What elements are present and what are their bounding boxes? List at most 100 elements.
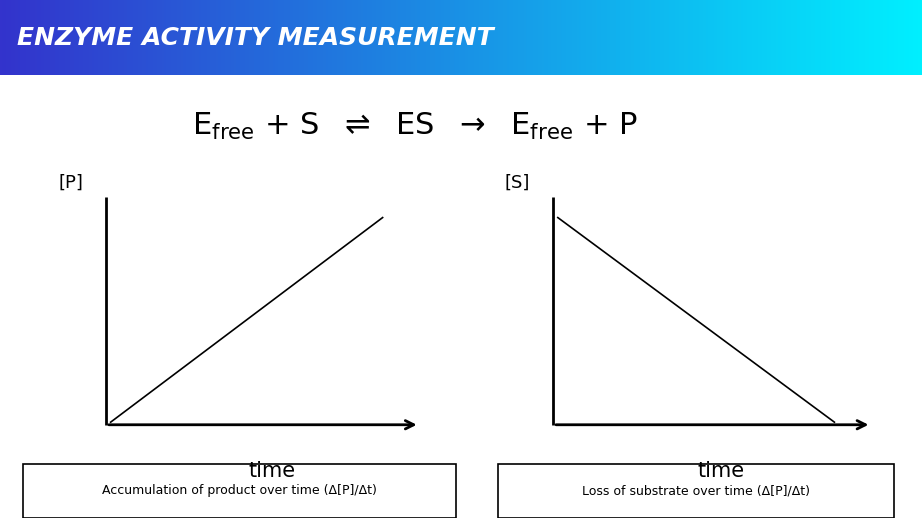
Bar [741, 0, 743, 75]
Bar [854, 0, 856, 75]
Bar [402, 0, 404, 75]
Bar [347, 0, 349, 75]
Bar [494, 0, 496, 75]
Bar [253, 0, 254, 75]
Bar [61, 0, 63, 75]
Bar [177, 0, 179, 75]
Bar [907, 0, 909, 75]
Bar [679, 0, 680, 75]
Bar [184, 0, 186, 75]
Bar [372, 0, 374, 75]
Bar [439, 0, 441, 75]
Bar [89, 0, 90, 75]
Bar [46, 0, 48, 75]
Bar [662, 0, 664, 75]
Bar [566, 0, 568, 75]
Bar [520, 0, 522, 75]
Bar [155, 0, 157, 75]
Bar [631, 0, 632, 75]
Bar [179, 0, 181, 75]
Bar [90, 0, 92, 75]
Bar [778, 0, 780, 75]
Bar [703, 0, 704, 75]
Bar [828, 0, 830, 75]
Bar [719, 0, 721, 75]
Bar [157, 0, 159, 75]
Bar [301, 0, 302, 75]
Bar [22, 0, 24, 75]
Bar [240, 0, 242, 75]
Bar [514, 0, 516, 75]
Bar [409, 0, 411, 75]
Bar [535, 0, 537, 75]
Bar [332, 0, 334, 75]
Bar [597, 0, 599, 75]
Bar [232, 0, 234, 75]
Bar [20, 0, 22, 75]
Bar [2, 0, 4, 75]
Bar [658, 0, 660, 75]
Bar [841, 0, 843, 75]
Bar [365, 0, 367, 75]
Bar [562, 0, 564, 75]
Bar [767, 0, 769, 75]
Bar [96, 0, 98, 75]
Bar [282, 0, 284, 75]
Bar [891, 0, 892, 75]
Bar [26, 0, 28, 75]
Bar [782, 0, 784, 75]
Bar [485, 0, 487, 75]
Bar [6, 0, 7, 75]
Bar [455, 0, 457, 75]
Bar [17, 0, 18, 75]
Bar [776, 0, 778, 75]
Bar [127, 0, 129, 75]
Bar [87, 0, 89, 75]
Bar [621, 0, 623, 75]
Bar [808, 0, 810, 75]
Bar [592, 0, 594, 75]
Bar [544, 0, 546, 75]
Bar [295, 0, 297, 75]
Bar [727, 0, 728, 75]
Bar [363, 0, 365, 75]
Bar [918, 0, 920, 75]
Bar [408, 0, 409, 75]
Bar [524, 0, 526, 75]
Bar [723, 0, 725, 75]
Bar [192, 0, 194, 75]
Bar [581, 0, 583, 75]
Bar [201, 0, 203, 75]
Bar [144, 0, 146, 75]
Bar [756, 0, 758, 75]
Bar [4, 0, 6, 75]
Bar [319, 0, 321, 75]
Bar [859, 0, 861, 75]
Bar [821, 0, 822, 75]
Bar [74, 0, 76, 75]
Bar [848, 0, 850, 75]
Bar [433, 0, 435, 75]
Bar [832, 0, 833, 75]
Bar [609, 0, 610, 75]
Text: $\mathrm{E_{free}}$ + S  $\rightleftharpoons$  ES  $\rightarrow$  $\mathrm{E_{fr: $\mathrm{E_{free}}$ + S $\rightleftharpo… [192, 111, 638, 142]
Bar [915, 0, 916, 75]
Bar [350, 0, 352, 75]
Bar [795, 0, 797, 75]
Bar [550, 0, 551, 75]
Bar [835, 0, 837, 75]
Bar [651, 0, 653, 75]
Bar [682, 0, 684, 75]
Bar [0, 0, 2, 75]
Bar [773, 0, 774, 75]
Bar [673, 0, 675, 75]
Bar [48, 0, 50, 75]
Bar [559, 0, 561, 75]
Bar [424, 0, 426, 75]
Bar [732, 0, 734, 75]
Bar [736, 0, 738, 75]
Bar [291, 0, 293, 75]
Bar [336, 0, 337, 75]
Bar [443, 0, 444, 75]
Bar [170, 0, 171, 75]
